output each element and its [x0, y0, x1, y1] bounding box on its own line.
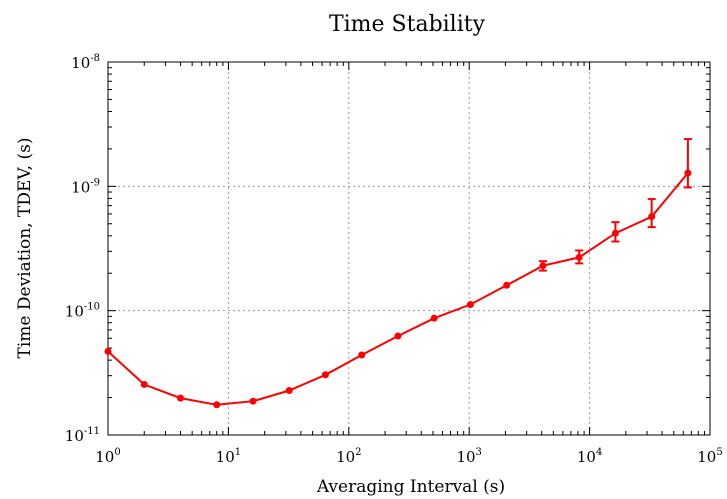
series-line: [107, 172, 689, 406]
x-tick-label: 103: [456, 447, 481, 466]
data-point: [539, 262, 547, 270]
x-tick-label: 102: [336, 447, 361, 466]
data-point: [611, 229, 619, 237]
data-point: [249, 397, 257, 405]
y-tick-label: 10-10: [65, 302, 100, 321]
data-point: [104, 347, 112, 355]
x-tick-label: 101: [216, 447, 241, 466]
data-point: [430, 314, 438, 322]
data-point: [140, 380, 148, 388]
x-axis-label: Averaging Interval (s): [316, 477, 505, 497]
chart-title: Time Stability: [329, 12, 486, 37]
y-tick-labels: 10-11 10-10 10-9 10-8: [65, 53, 100, 445]
y-tick-label: 10-11: [65, 426, 100, 445]
x-tick-label: 105: [697, 447, 722, 466]
data-point: [358, 351, 366, 359]
data-point: [466, 301, 474, 309]
tdev-series: [104, 138, 692, 409]
x-tick-label: 104: [577, 447, 602, 466]
data-point: [575, 253, 583, 261]
tick-marks: [107, 62, 710, 436]
data-point: [503, 281, 511, 289]
x-tick-labels: 100 101 102 103 104 105: [95, 447, 722, 466]
data-point: [648, 213, 656, 221]
y-tick-label: 10-8: [71, 53, 100, 72]
x-tick-label: 100: [95, 447, 120, 466]
grid-lines: [108, 62, 710, 435]
data-point: [394, 332, 402, 340]
data-point: [684, 169, 692, 177]
data-point: [176, 394, 184, 402]
data-point: [285, 386, 293, 394]
plot-frame: [107, 61, 711, 436]
y-axis-label: Time Deviation, TDEV, (s): [15, 138, 35, 359]
y-tick-label: 10-9: [71, 177, 100, 196]
data-point: [213, 401, 221, 409]
data-point: [321, 371, 329, 379]
